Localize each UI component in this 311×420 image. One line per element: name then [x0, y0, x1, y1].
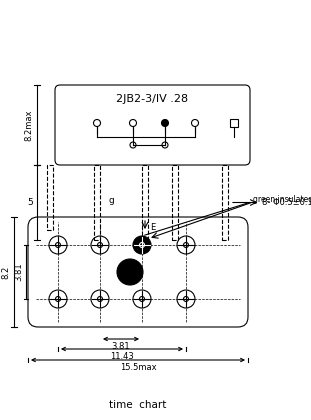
Circle shape	[133, 236, 151, 254]
Text: 2JB2-3/IV .28: 2JB2-3/IV .28	[116, 94, 188, 104]
Text: 5: 5	[27, 198, 33, 207]
Circle shape	[117, 259, 143, 285]
Text: 8.2max: 8.2max	[24, 109, 33, 141]
Text: 15.5max: 15.5max	[120, 363, 156, 372]
Bar	[230, 119, 238, 127]
Bar	[172, 165, 178, 240]
Bar	[222, 165, 228, 240]
Text: 3.81: 3.81	[112, 342, 130, 351]
Circle shape	[161, 120, 169, 126]
Bar	[142, 165, 148, 240]
Bar	[94, 165, 100, 240]
Text: 8.2: 8.2	[1, 265, 10, 278]
Text: 3.81: 3.81	[14, 262, 23, 281]
Text: g: g	[109, 196, 114, 205]
Text: green insulated: green insulated	[253, 194, 311, 204]
Text: 8- Φ0.5±0.1: 8- Φ0.5±0.1	[262, 198, 311, 207]
Text: E: E	[150, 223, 155, 233]
Bar	[47, 165, 53, 230]
Text: time  chart: time chart	[109, 400, 167, 410]
Text: 11.43: 11.43	[110, 352, 134, 361]
